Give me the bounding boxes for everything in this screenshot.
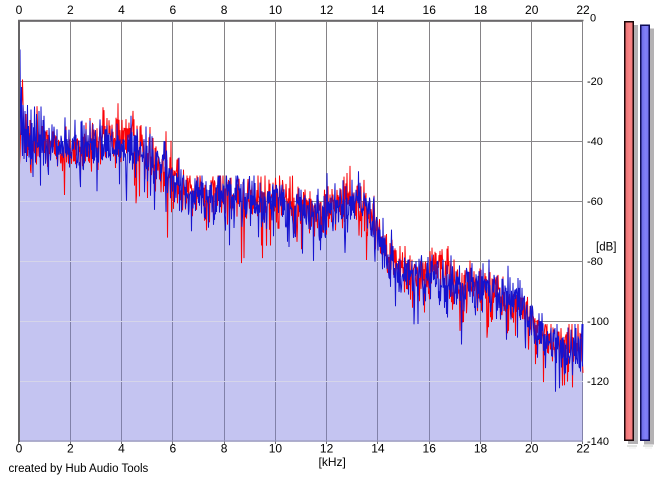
svg-text:created by Hub Audio Tools: created by Hub Audio Tools: [9, 463, 149, 475]
svg-text:14: 14: [371, 442, 385, 456]
svg-text:4: 4: [118, 442, 125, 456]
svg-text:0: 0: [590, 13, 596, 25]
svg-text:8: 8: [221, 3, 228, 17]
svg-text:12: 12: [320, 442, 334, 456]
svg-text:22: 22: [576, 3, 590, 17]
svg-text:8: 8: [221, 442, 228, 456]
svg-text:0: 0: [16, 442, 23, 456]
svg-text:-40: -40: [587, 136, 603, 148]
svg-text:-100: -100: [587, 316, 609, 328]
svg-text:18: 18: [474, 442, 488, 456]
svg-text:0: 0: [16, 3, 23, 17]
svg-text:12: 12: [320, 3, 334, 17]
svg-text:16: 16: [423, 3, 437, 17]
svg-text:6: 6: [169, 3, 176, 17]
svg-text:6: 6: [169, 442, 176, 456]
svg-text:-60: -60: [587, 196, 603, 208]
svg-text:18: 18: [474, 3, 488, 17]
svg-text:2: 2: [67, 442, 74, 456]
svg-text:10: 10: [269, 442, 283, 456]
svg-text:-140: -140: [587, 436, 609, 448]
svg-text:-120: -120: [587, 376, 609, 388]
svg-text:16: 16: [423, 442, 437, 456]
svg-text:4: 4: [118, 3, 125, 17]
svg-text:20: 20: [525, 442, 539, 456]
svg-text:22: 22: [576, 442, 590, 456]
svg-text:14: 14: [371, 3, 385, 17]
svg-text:[dB]: [dB]: [596, 242, 616, 254]
svg-text:10: 10: [269, 3, 283, 17]
svg-text:[kHz]: [kHz]: [319, 455, 346, 469]
svg-text:20: 20: [525, 3, 539, 17]
svg-text:2: 2: [67, 3, 74, 17]
svg-text:-20: -20: [587, 76, 603, 88]
svg-text:-80: -80: [587, 256, 603, 268]
